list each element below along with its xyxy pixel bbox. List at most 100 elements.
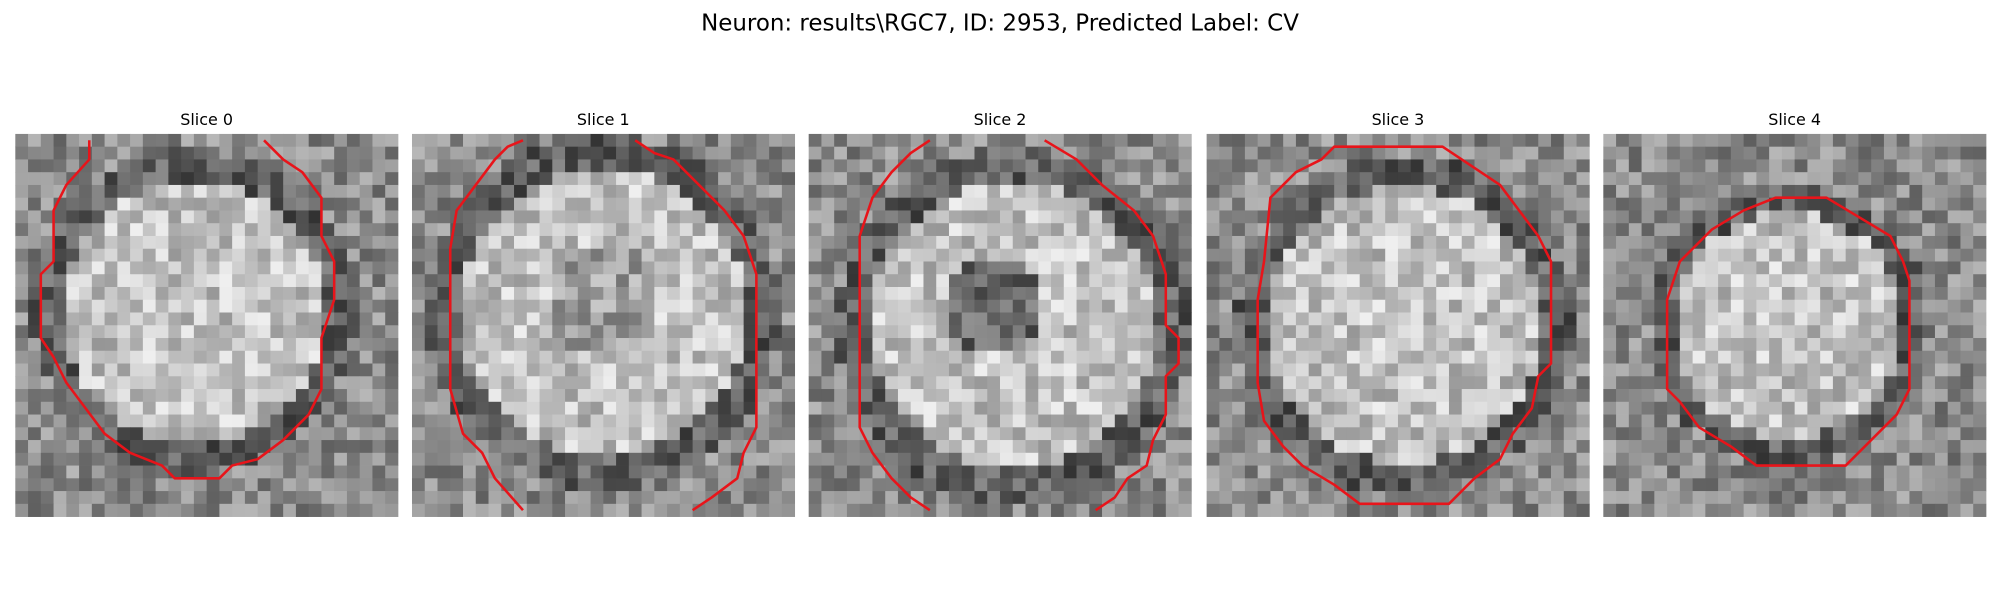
pixel: [1973, 465, 1987, 479]
pixel: [667, 299, 681, 313]
pixel: [463, 159, 477, 173]
pixel: [475, 401, 489, 415]
pixel: [961, 389, 975, 403]
pixel: [769, 274, 783, 288]
pixel: [1807, 286, 1821, 301]
pixel: [1346, 261, 1361, 275]
pixel: [1922, 491, 1936, 505]
pixel: [283, 133, 297, 148]
pixel: [730, 338, 745, 352]
pixel: [1114, 427, 1128, 441]
pixel: [1807, 325, 1821, 339]
pixel: [193, 440, 208, 454]
pixel: [1025, 261, 1039, 275]
pixel: [104, 133, 118, 148]
pixel: [1947, 452, 1961, 466]
pixel: [1845, 184, 1859, 199]
pixel: [168, 427, 182, 441]
pixel: [463, 350, 477, 364]
pixel: [948, 465, 963, 479]
pixel: [411, 172, 426, 186]
pixel: [1270, 261, 1284, 275]
pixel: [1858, 427, 1872, 441]
pixel: [1820, 223, 1834, 237]
pixel: [616, 274, 630, 288]
pixel: [1397, 146, 1412, 160]
pixel: [1730, 184, 1745, 199]
pixel: [834, 350, 848, 364]
pixel: [168, 312, 182, 326]
pixel: [1219, 184, 1233, 199]
pixel: [948, 312, 963, 326]
pixel: [424, 274, 438, 288]
pixel: [1934, 299, 1949, 313]
pixel: [552, 261, 566, 275]
pixel: [1295, 312, 1310, 326]
pixel: [385, 414, 399, 428]
pixel: [181, 261, 195, 275]
pixel: [1051, 389, 1065, 403]
pixel: [53, 146, 67, 160]
pixel: [321, 350, 335, 364]
pixel: [40, 452, 54, 466]
pixel: [1960, 146, 1974, 160]
pixel: [295, 133, 310, 148]
pixel: [859, 503, 873, 517]
pixel: [692, 350, 706, 364]
pixel: [1244, 261, 1259, 275]
pixel: [859, 491, 873, 505]
pixel: [232, 286, 246, 301]
pixel: [15, 350, 29, 364]
pixel: [181, 503, 195, 517]
pixel: [974, 210, 988, 224]
pixel: [104, 184, 118, 199]
pixel: [961, 491, 975, 505]
pixel: [1397, 452, 1412, 466]
pixel: [91, 146, 105, 160]
pixel: [1858, 248, 1872, 262]
pixel: [1321, 133, 1335, 148]
pixel: [974, 274, 988, 288]
pixel: [1436, 414, 1450, 428]
pixel: [859, 452, 873, 466]
pixel: [181, 478, 195, 492]
pixel: [526, 286, 540, 301]
pixel: [1012, 286, 1026, 301]
pixel: [1308, 172, 1322, 186]
pixel: [411, 440, 426, 454]
pixel: [730, 274, 745, 288]
pixel: [872, 325, 886, 339]
pixel: [577, 478, 591, 492]
pixel: [667, 133, 681, 148]
pixel: [781, 491, 796, 505]
pixel: [1769, 172, 1783, 186]
pixel: [769, 261, 783, 275]
pixel: [1973, 261, 1987, 275]
pixel: [91, 235, 105, 250]
pixel: [1487, 223, 1501, 237]
pixel: [53, 210, 67, 224]
pixel: [936, 286, 950, 301]
pixel: [1667, 159, 1681, 173]
pixel: [1896, 414, 1910, 428]
pixel: [1232, 389, 1246, 403]
pixel: [1909, 184, 1923, 199]
pixel: [1820, 376, 1834, 390]
pixel: [1308, 363, 1322, 377]
pixel: [1667, 440, 1681, 454]
pixel: [40, 286, 54, 301]
pixel: [1960, 465, 1974, 479]
pixel: [616, 452, 630, 466]
pixel: [667, 401, 681, 415]
pixel: [15, 286, 29, 301]
pixel: [565, 350, 579, 364]
pixel: [808, 452, 822, 466]
pixel: [846, 465, 861, 479]
pixel: [1973, 325, 1987, 339]
pixel: [654, 133, 668, 148]
pixel: [1448, 414, 1463, 428]
pixel: [346, 172, 361, 186]
pixel: [372, 197, 386, 211]
pixel: [1934, 503, 1949, 517]
contour: [1043, 139, 1180, 512]
